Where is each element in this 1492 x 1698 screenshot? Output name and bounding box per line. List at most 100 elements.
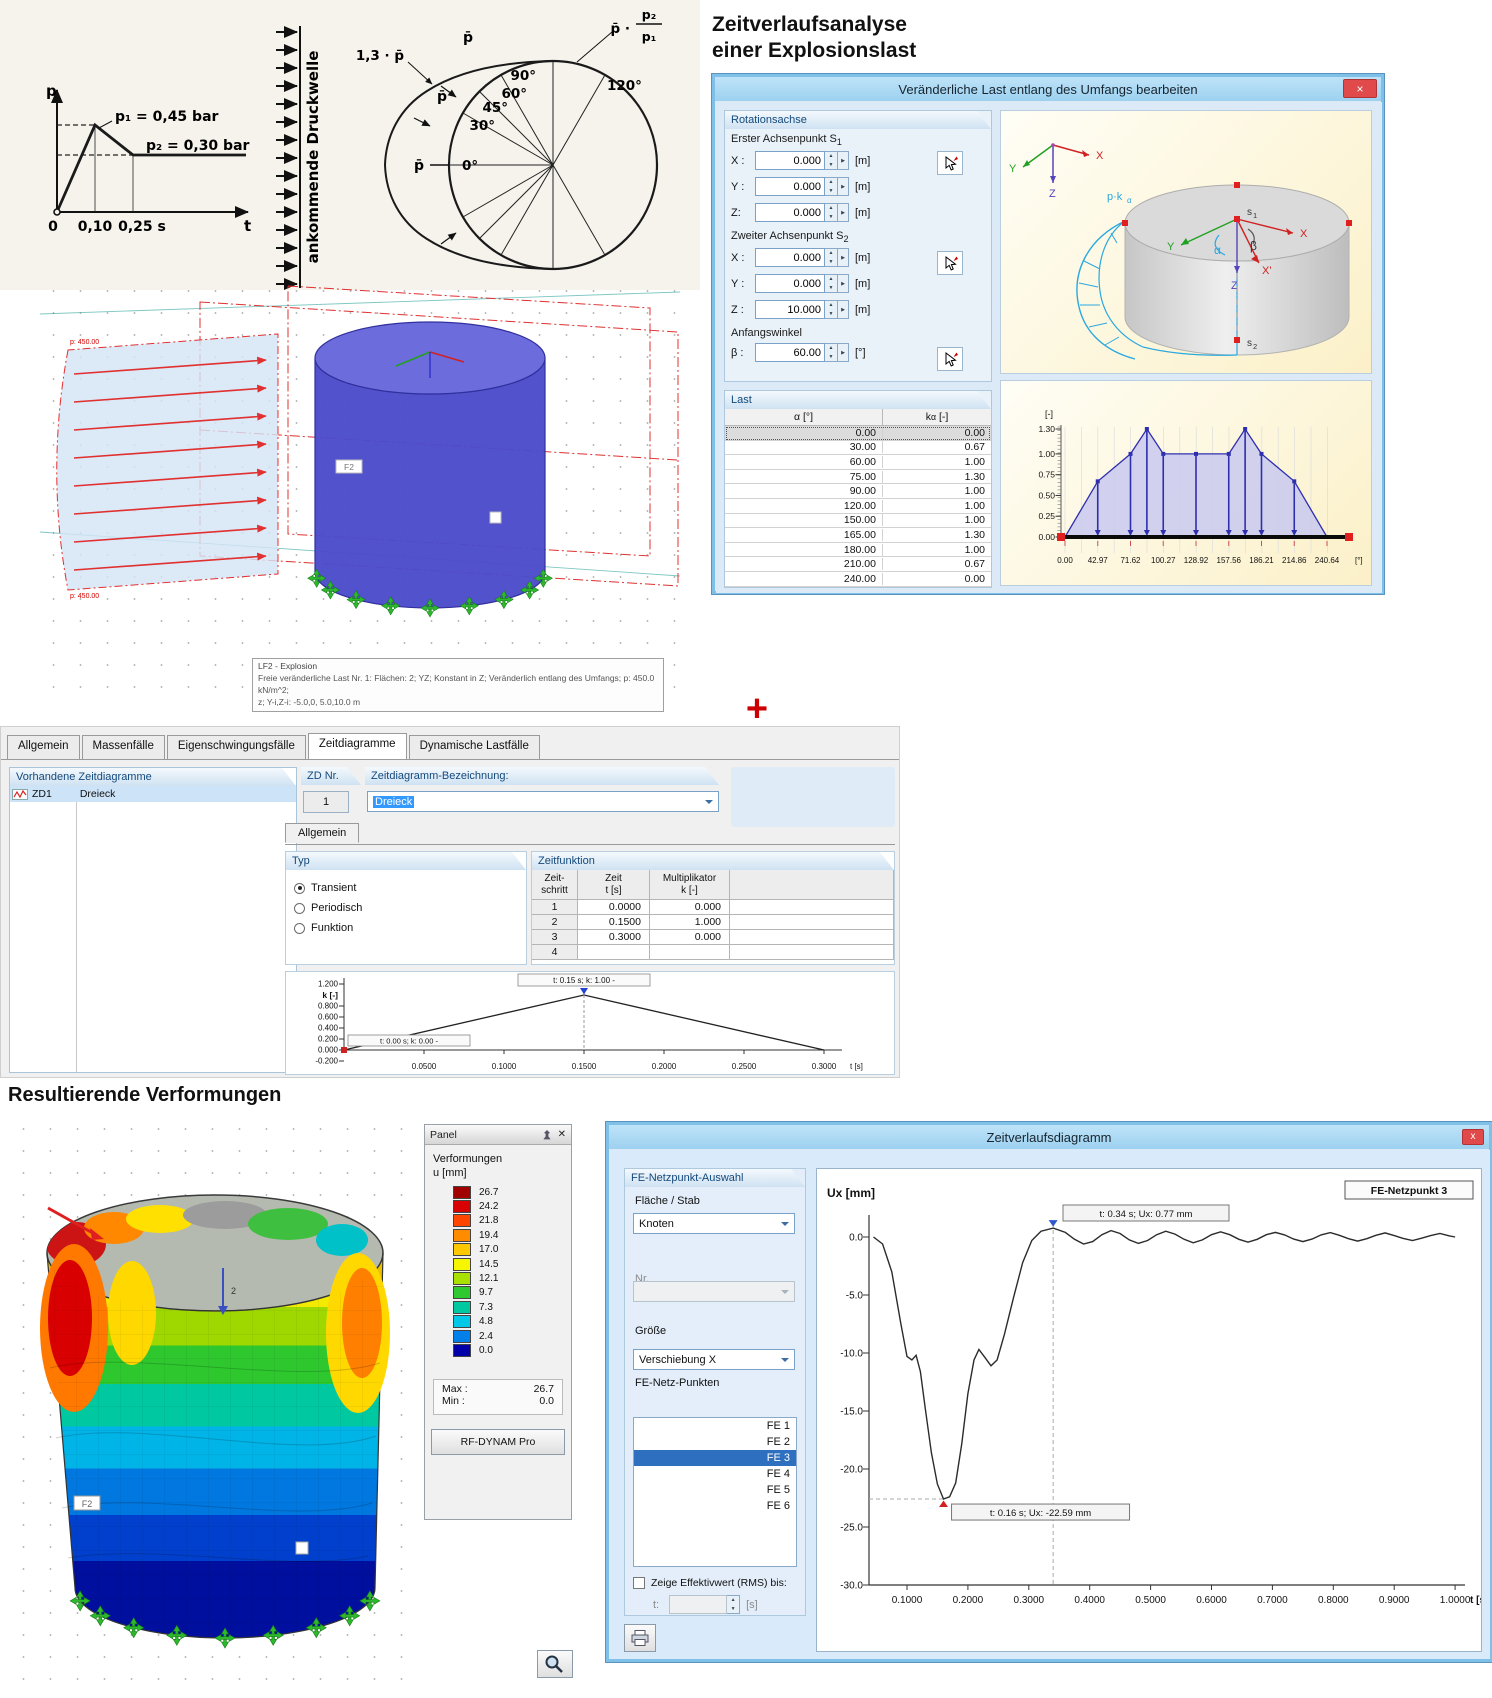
tab-zeitdiagramme[interactable]: Zeitdiagramme [307,733,407,759]
coord-input[interactable] [755,300,825,320]
dialog-zeitverlauf-titlebar[interactable]: Zeitverlaufsdiagramm x [609,1125,1489,1149]
fe-list-item[interactable]: FE 4 [634,1466,796,1482]
t-spinner[interactable]: ▲ ▼ [727,1595,741,1614]
panel-titlebar[interactable]: Panel ✕ [425,1125,571,1145]
last-table-row[interactable]: 90.00 1.00 [725,484,991,499]
radio-periodisch[interactable]: Periodisch [286,898,526,918]
spinner[interactable]: ▲ ▼ [825,343,838,363]
alpha-cell[interactable]: 75.00 [725,470,883,483]
zf-empty-cell[interactable] [730,945,894,960]
pick-s2-button[interactable] [937,251,963,275]
flaeche-combo[interactable]: Knoten [633,1213,795,1234]
pin-icon[interactable] [542,1129,552,1140]
last-table-row[interactable]: 0.00 0.00 [725,426,991,441]
kalpha-cell[interactable]: 1.00 [964,485,985,498]
cylinder-body[interactable] [314,357,546,609]
bezeichnung-combo[interactable]: Dreieck [367,791,719,812]
tab-eigenschwingungsf-lle[interactable]: Eigenschwingungsfälle [166,735,306,759]
alpha-cell[interactable]: 30.00 [725,441,883,454]
zf-empty-cell[interactable] [730,930,894,945]
radio-icon[interactable] [294,922,305,934]
kalpha-cell[interactable]: 1.00 [964,499,985,512]
tab-allgemein[interactable]: Allgemein [7,735,80,759]
zf-value-cell[interactable]: 0.0000 [578,900,650,915]
fe-list-item[interactable]: FE 1 [634,1418,796,1434]
coord-input[interactable] [755,203,825,223]
fe-list-item[interactable]: FE 5 [634,1482,796,1498]
expand-button[interactable]: ▶ [838,343,849,363]
last-table-row[interactable]: 165.00 1.30 [725,528,991,543]
last-table-row[interactable]: 240.00 0.00 [725,571,991,587]
last-table-row[interactable]: 150.00 1.00 [725,513,991,529]
zf-value-cell[interactable]: 1.000 [650,915,730,930]
coord-input[interactable] [755,177,825,197]
alpha-cell[interactable]: 210.00 [725,558,883,571]
close-button[interactable]: x [1462,1129,1484,1145]
last-table-row[interactable]: 180.00 1.00 [725,542,991,558]
kalpha-cell[interactable]: 1.00 [964,543,985,556]
kalpha-cell[interactable]: 1.30 [964,528,985,541]
alpha-cell[interactable]: 165.00 [725,528,883,541]
spinner[interactable]: ▲ ▼ [825,248,838,268]
kalpha-cell[interactable]: 1.00 [964,514,985,527]
panel-close-icon[interactable]: ✕ [557,1129,566,1140]
dialog-umfang-titlebar[interactable]: Veränderliche Last entlang des Umfangs b… [715,77,1381,101]
zf-empty-cell[interactable] [730,900,894,915]
alpha-cell[interactable]: 60.00 [725,455,883,468]
pick-s1-button[interactable] [937,151,963,175]
spinner[interactable]: ▲ ▼ [825,274,838,294]
subtab-allgemein[interactable]: Allgemein [285,823,360,843]
zf-value-cell[interactable]: 0.000 [650,930,730,945]
rms-checkbox[interactable] [633,1577,645,1589]
kalpha-cell[interactable]: 0.00 [964,572,985,585]
radio-icon[interactable] [294,882,305,894]
nr-combo[interactable] [633,1281,795,1302]
alpha-cell[interactable]: 120.00 [725,499,883,512]
print-button[interactable] [624,1624,656,1652]
zf-value-cell[interactable]: 0.1500 [578,915,650,930]
alpha-cell[interactable]: 90.00 [725,485,883,498]
radio-icon[interactable] [294,902,305,914]
tab-dynamische-lastf-lle[interactable]: Dynamische Lastfälle [408,735,540,759]
model-view-load[interactable]: F2 p: 450.00 p: 450.00 LF2 - Explosion F… [39,280,681,712]
zf-value-cell[interactable]: 0.000 [650,900,730,915]
expand-button[interactable]: ▶ [838,300,849,320]
zf-value-cell[interactable] [578,945,650,960]
last-table-row[interactable]: 60.00 1.00 [725,455,991,470]
zoom-button[interactable] [537,1650,573,1678]
last-table-row[interactable]: 75.00 1.30 [725,469,991,485]
zf-value-cell[interactable]: 0.3000 [578,930,650,945]
kalpha-cell[interactable]: 0.00 [964,426,985,439]
spinner[interactable]: ▲ ▼ [825,203,838,223]
radio-funktion[interactable]: Funktion [286,918,526,938]
fe-list-item[interactable]: FE 2 [634,1434,796,1450]
kalpha-cell[interactable]: 1.30 [964,470,985,483]
zf-value-cell[interactable] [650,945,730,960]
kalpha-cell[interactable]: 0.67 [964,558,985,571]
zf-empty-cell[interactable] [730,915,894,930]
list-item-zd1[interactable]: ZD1 Dreieck [10,786,296,802]
last-table-row[interactable]: 30.00 0.67 [725,440,991,456]
alpha-cell[interactable]: 240.00 [725,572,883,585]
expand-button[interactable]: ▶ [838,203,849,223]
alpha-cell[interactable]: 180.00 [725,543,883,556]
alpha-cell[interactable]: 150.00 [725,514,883,527]
model-view-results[interactable]: 2 F2 [10,1118,420,1698]
expand-button[interactable]: ▶ [838,177,849,197]
groesse-combo[interactable]: Verschiebung X [633,1349,795,1370]
spinner[interactable]: ▲ ▼ [825,151,838,171]
spinner[interactable]: ▲ ▼ [825,177,838,197]
coord-input[interactable] [755,151,825,171]
expand-button[interactable]: ▶ [838,274,849,294]
fe-list-item[interactable]: FE 3 [634,1450,796,1466]
angle-input[interactable] [755,343,825,363]
alpha-cell[interactable]: 0.00 [725,426,883,439]
kalpha-cell[interactable]: 1.00 [964,455,985,468]
tab-massenf-lle[interactable]: Massenfälle [81,735,165,759]
kalpha-cell[interactable]: 0.67 [964,441,985,454]
rf-dynam-button[interactable]: RF-DYNAM Pro [431,1429,565,1455]
close-button[interactable]: × [1343,79,1377,98]
pick-angle-button[interactable] [937,347,963,371]
coord-input[interactable] [755,274,825,294]
last-table-row[interactable]: 210.00 0.67 [725,557,991,572]
